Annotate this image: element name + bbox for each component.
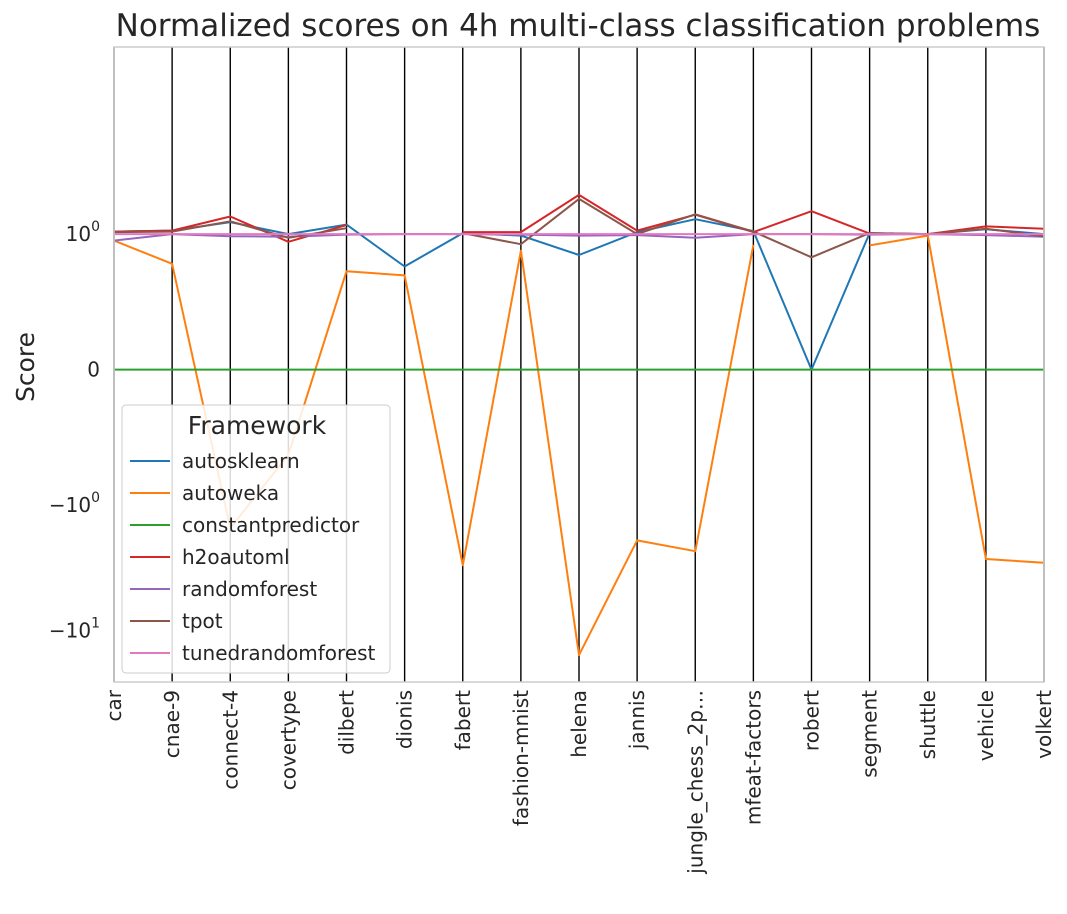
chart-title: Normalized scores on 4h multi-class clas… xyxy=(116,8,1041,44)
x-tick-label: connect-4 xyxy=(218,690,242,790)
x-tick-label: jannis xyxy=(625,690,649,750)
x-tick-label: jungle_chess_2p… xyxy=(683,690,707,875)
y-tick-label: 0 xyxy=(87,358,100,382)
legend-label: randomforest xyxy=(182,577,317,601)
x-tick-label: mfeat-factors xyxy=(741,690,765,825)
x-tick-label: dilbert xyxy=(335,690,359,755)
legend-label: autoweka xyxy=(182,481,279,505)
x-tick-label: robert xyxy=(800,690,824,751)
x-tick-label: car xyxy=(102,689,126,721)
x-tick-label: covertype xyxy=(276,690,300,790)
x-tick-label: segment xyxy=(858,690,882,778)
y-ticks: 100 0 −100 −101 xyxy=(49,219,100,642)
x-ticks: car cnae-9 connect-4 covertype dilbert dionis… xyxy=(102,689,1056,874)
legend-title: Framework xyxy=(188,411,327,440)
y-axis-label: Score xyxy=(11,332,40,402)
y-tick-label: −101 xyxy=(49,616,100,643)
legend-label: h2oautoml xyxy=(182,545,290,569)
legend-items: autosklearn autoweka constantpredictor h2oa… xyxy=(130,449,376,665)
x-tick-label: fabert xyxy=(451,690,475,751)
x-tick-label: helena xyxy=(567,690,591,758)
legend-label: constantpredictor xyxy=(182,513,360,537)
x-tick-label: volkert xyxy=(1032,690,1056,759)
legend-label: tpot xyxy=(182,609,223,633)
x-tick-label: vehicle xyxy=(974,690,998,761)
x-tick-label: dionis xyxy=(393,690,417,749)
legend-box xyxy=(121,404,391,674)
x-tick-label: fashion-mnist xyxy=(509,690,533,826)
y-tick-label: 100 xyxy=(66,219,100,246)
legend: Framework autosklearn autoweka constantpre… xyxy=(121,404,391,674)
plot-frame xyxy=(113,46,1045,683)
legend-label: autosklearn xyxy=(182,449,300,473)
x-tick-label: cnae-9 xyxy=(160,690,184,758)
legend-label: tunedrandomforest xyxy=(182,641,376,665)
x-tick-label: shuttle xyxy=(916,690,940,759)
y-tick-label: −100 xyxy=(49,490,100,517)
